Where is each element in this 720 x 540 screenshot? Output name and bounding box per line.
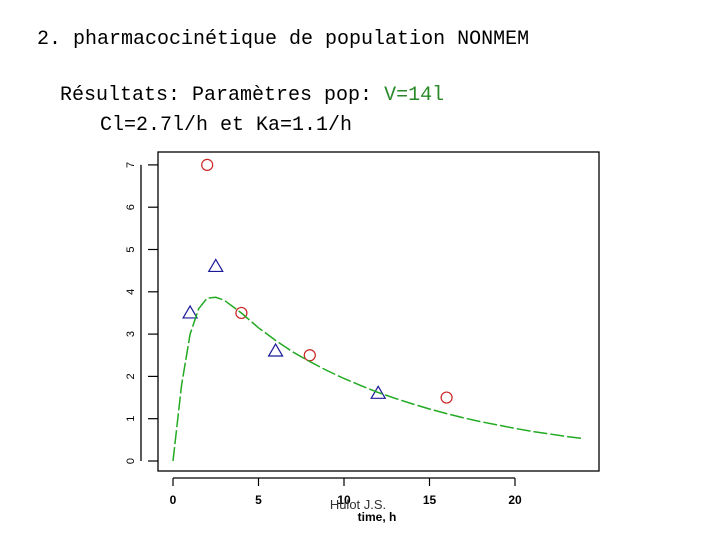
observed-point-circle	[201, 158, 214, 171]
author-credit: Hulot J.S.	[330, 497, 386, 512]
x-tick-label: 20	[508, 493, 522, 507]
results-line-1: Résultats: Paramètres pop: V=14l	[60, 84, 444, 107]
observed-point-circle	[440, 391, 453, 404]
y-tick-label: 1	[125, 416, 137, 422]
y-tick-label: 0	[125, 458, 137, 464]
model-curve	[172, 296, 584, 462]
observed-point-circle	[235, 306, 248, 320]
y-tick-label: 7	[125, 162, 137, 168]
slide-title: 2. pharmacocinétique de population NONME…	[37, 28, 530, 51]
x-tick-label: 5	[255, 493, 262, 507]
y-tick-label: 2	[125, 373, 137, 379]
observed-point-triangle	[370, 385, 387, 399]
observed-point-circle	[303, 349, 316, 362]
observed-point-triangle	[267, 342, 284, 357]
x-tick-label: 0	[170, 493, 177, 507]
observed-point-triangle	[182, 304, 199, 319]
y-tick-label: 6	[125, 204, 137, 210]
results-prefix: Résultats: Paramètres pop:	[60, 84, 385, 107]
plot-frame	[157, 151, 600, 472]
y-tick-label: 5	[125, 246, 137, 252]
x-tick-label: 15	[423, 493, 437, 507]
x-tick-label: 10	[337, 493, 351, 507]
y-tick-label: 4	[125, 289, 137, 295]
observed-point-triangle	[207, 258, 224, 273]
results-volume: V=14l	[384, 84, 445, 107]
y-tick-label: 3	[125, 331, 137, 337]
results-line-2: Cl=2.7l/h et Ka=1.1/h	[100, 114, 353, 137]
x-axis-title: time, h	[358, 510, 397, 524]
